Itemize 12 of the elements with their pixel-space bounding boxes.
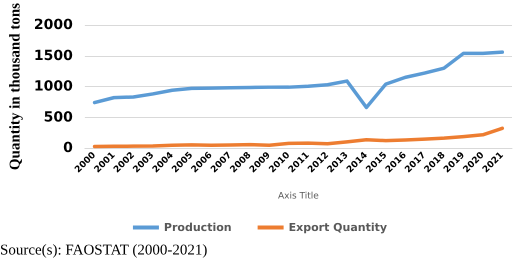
y-tick-label: 2000 bbox=[34, 17, 74, 34]
legend-label: Export Quantity bbox=[288, 221, 388, 234]
x-axis-title: Axis Title bbox=[278, 192, 320, 202]
y-tick-label: 0 bbox=[63, 140, 74, 156]
y-tick-label: 1500 bbox=[34, 48, 74, 64]
y-tick-label: 1000 bbox=[34, 78, 74, 95]
y-tick-label: 500 bbox=[44, 109, 74, 126]
source-note: Source(s): FAOSTAT (2000-2021) bbox=[0, 242, 208, 258]
line-series bbox=[92, 126, 504, 148]
y-axis-title: Quantity in thousand tons bbox=[8, 2, 24, 170]
line-series bbox=[92, 50, 504, 110]
legend-label: Production bbox=[164, 221, 232, 234]
